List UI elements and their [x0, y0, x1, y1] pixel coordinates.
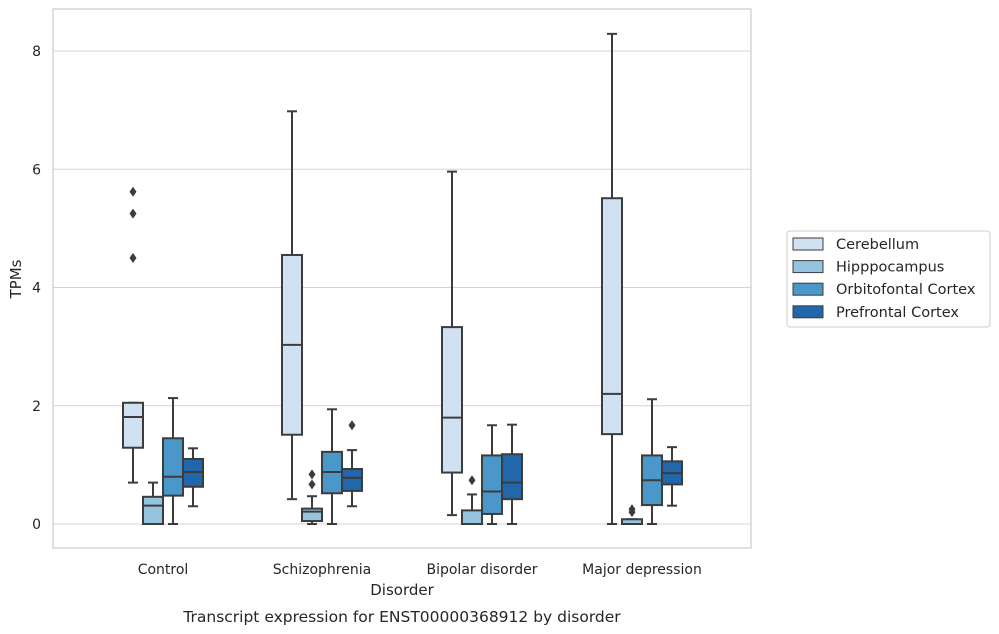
- legend-swatch: [792, 305, 824, 319]
- box-body: [341, 468, 363, 492]
- legend-item-3: Prefrontal Cortex: [792, 305, 959, 321]
- x-axis-ticks: Control Schizophrenia Bipolar disorder Majo…: [138, 562, 702, 578]
- box-3-0: [182, 447, 204, 508]
- legend-swatch: [792, 237, 824, 251]
- box-0-0: [122, 186, 144, 484]
- legend-label: Hipppocampus: [836, 260, 944, 276]
- legend-swatch: [792, 282, 824, 296]
- outlier-point-1: [129, 208, 137, 219]
- box-0-2: [441, 170, 463, 517]
- box-2-3: [641, 398, 663, 525]
- y-tick-label-2: 2: [32, 399, 41, 415]
- outlier-point-0: [348, 420, 356, 431]
- legend-label: Prefrontal Cortex: [836, 305, 959, 321]
- box-body: [441, 326, 463, 474]
- outlier-point-0: [468, 475, 476, 486]
- x-tick-label-2: Bipolar disorder: [426, 562, 537, 578]
- box-body: [501, 453, 523, 501]
- legend-item-2: Orbitofontal Cortex: [792, 282, 976, 298]
- box-2-1: [321, 408, 343, 525]
- series-1: [142, 469, 643, 526]
- legend-label: Cerebellum: [836, 237, 919, 253]
- y-axis-ticks: 0 2 4 6 8: [32, 44, 41, 533]
- x-tick-label-1: Schizophrenia: [273, 562, 371, 578]
- x-tick-label-3: Major depression: [582, 562, 702, 578]
- chart-caption: Transcript expression for ENST0000036891…: [182, 608, 621, 626]
- legend-item-1: Hipppocampus: [792, 260, 944, 276]
- box-1-1: [301, 469, 323, 525]
- box-groups: [122, 32, 683, 526]
- x-tick-label-0: Control: [138, 562, 189, 578]
- box-body: [301, 507, 323, 523]
- box-body: [481, 454, 503, 515]
- box-3-2: [501, 423, 523, 525]
- y-axis-label: TPMs: [7, 259, 25, 299]
- legend-item-0: Cerebellum: [792, 237, 919, 253]
- legend: Cerebellum Hipppocampus Orbitofontal Corte…: [786, 230, 991, 328]
- x-axis-label: Disorder: [370, 581, 434, 599]
- series-0: [122, 32, 623, 525]
- legend-swatch: [792, 260, 824, 274]
- outlier-point-2: [129, 186, 137, 197]
- y-tick-label-6: 6: [32, 162, 41, 178]
- legend-label: Orbitofontal Cortex: [836, 282, 976, 298]
- box-0-1: [281, 110, 303, 501]
- y-tick-label-8: 8: [32, 44, 41, 60]
- outlier-point-1: [308, 469, 316, 480]
- box-body: [461, 509, 483, 525]
- box-0-3: [601, 32, 623, 525]
- box-body: [601, 197, 623, 436]
- box-1-2: [461, 475, 483, 525]
- box-1-0: [142, 481, 164, 525]
- box-3-1: [341, 420, 363, 508]
- box-body: [162, 437, 184, 497]
- box-2-0: [162, 397, 184, 525]
- y-tick-label-0: 0: [32, 517, 41, 533]
- y-tick-label-4: 4: [32, 281, 41, 297]
- outlier-point-1: [628, 504, 636, 515]
- box-3-3: [661, 446, 683, 507]
- box-1-3: [621, 504, 643, 526]
- legend-frame: [786, 230, 991, 328]
- box-body: [122, 401, 144, 449]
- series-3: [182, 420, 683, 525]
- outlier-point-0: [308, 479, 316, 490]
- series-2: [162, 397, 663, 525]
- plot-frame: [52, 8, 752, 549]
- box-body: [142, 495, 164, 525]
- outlier-point-0: [129, 252, 137, 263]
